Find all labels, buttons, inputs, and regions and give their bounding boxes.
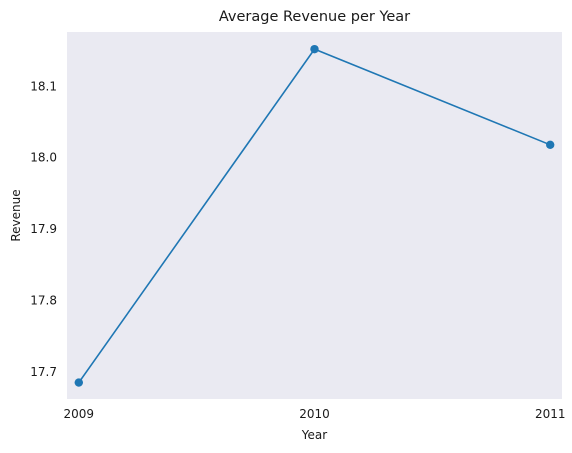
chart-title: Average Revenue per Year — [219, 9, 410, 25]
x-tick-label: 2010 — [299, 407, 330, 421]
y-tick-label: 18.0 — [30, 151, 57, 165]
y-tick-label: 17.9 — [30, 222, 57, 236]
plot-area — [67, 32, 562, 399]
y-axis-label: Revenue — [9, 189, 23, 241]
data-point — [546, 141, 554, 149]
y-tick-label: 17.8 — [30, 293, 57, 307]
y-tick-label: 17.7 — [30, 365, 57, 379]
y-tick-label: 18.1 — [30, 79, 57, 93]
x-tick-label: 2011 — [535, 407, 566, 421]
data-point — [310, 45, 318, 53]
x-axis-label: Year — [301, 428, 327, 442]
data-point — [75, 378, 83, 386]
x-tick-label: 2009 — [64, 407, 95, 421]
